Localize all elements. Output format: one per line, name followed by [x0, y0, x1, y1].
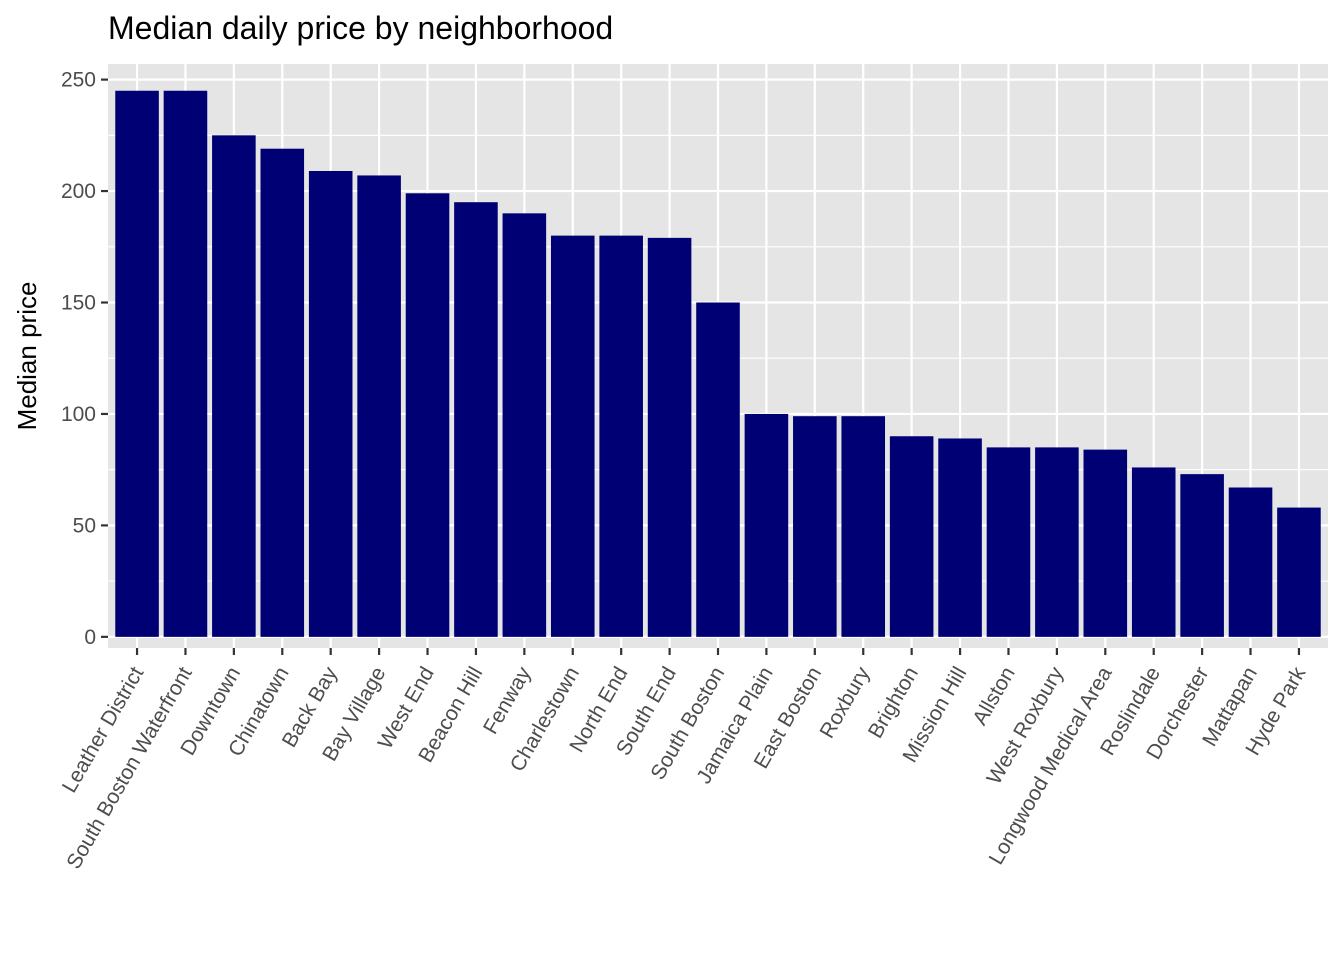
y-tick-label: 50 — [73, 514, 96, 537]
bar — [212, 135, 256, 637]
y-axis: 0 50 100 150 200 250 — [61, 69, 108, 649]
bar — [1083, 449, 1128, 637]
bar — [405, 193, 450, 637]
y-tick-label: 150 — [61, 292, 96, 315]
bar — [260, 148, 305, 637]
bar — [308, 170, 353, 637]
bar — [889, 436, 934, 637]
x-tick-label: Allston — [968, 663, 1019, 729]
chart-title: Median daily price by neighborhood — [108, 10, 613, 46]
bar — [1180, 474, 1224, 637]
bar — [793, 416, 837, 637]
bar — [744, 413, 789, 637]
bar — [1131, 467, 1176, 637]
bar — [841, 416, 886, 637]
bars — [115, 90, 1321, 637]
bar — [502, 213, 547, 637]
bar — [696, 302, 740, 637]
bar — [1035, 447, 1079, 637]
bar — [357, 175, 401, 637]
y-tick-label: 200 — [61, 180, 96, 203]
bar — [986, 447, 1031, 637]
bar — [550, 235, 595, 637]
y-tick-label: 0 — [84, 626, 96, 649]
bar — [1228, 487, 1273, 637]
y-tick-label: 100 — [61, 403, 96, 426]
bar — [938, 438, 982, 637]
bar — [115, 90, 159, 637]
bar — [1277, 507, 1321, 637]
bar — [599, 235, 643, 637]
y-axis-title: Median price — [12, 282, 42, 431]
bar — [454, 202, 498, 637]
bar — [163, 90, 208, 637]
bar — [647, 237, 692, 637]
y-tick-label: 250 — [61, 69, 96, 92]
